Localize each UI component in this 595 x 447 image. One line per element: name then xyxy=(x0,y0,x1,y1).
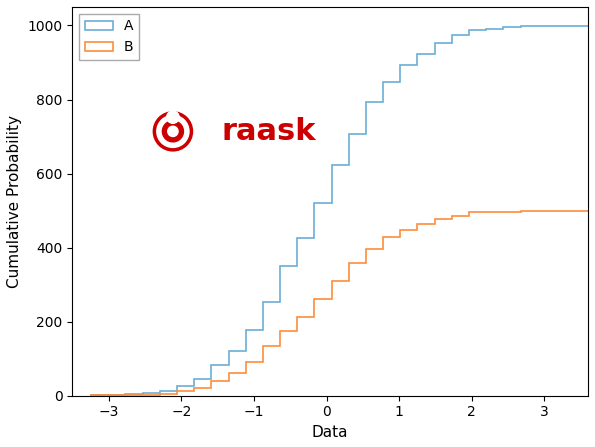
Ellipse shape xyxy=(162,121,183,142)
Y-axis label: Cumulative Probability: Cumulative Probability xyxy=(7,115,22,288)
Ellipse shape xyxy=(157,115,189,148)
Text: raask: raask xyxy=(222,117,317,146)
Ellipse shape xyxy=(167,111,179,123)
Ellipse shape xyxy=(154,112,193,151)
Ellipse shape xyxy=(168,126,178,136)
X-axis label: Data: Data xyxy=(312,425,349,440)
Legend: A, B: A, B xyxy=(79,14,139,60)
